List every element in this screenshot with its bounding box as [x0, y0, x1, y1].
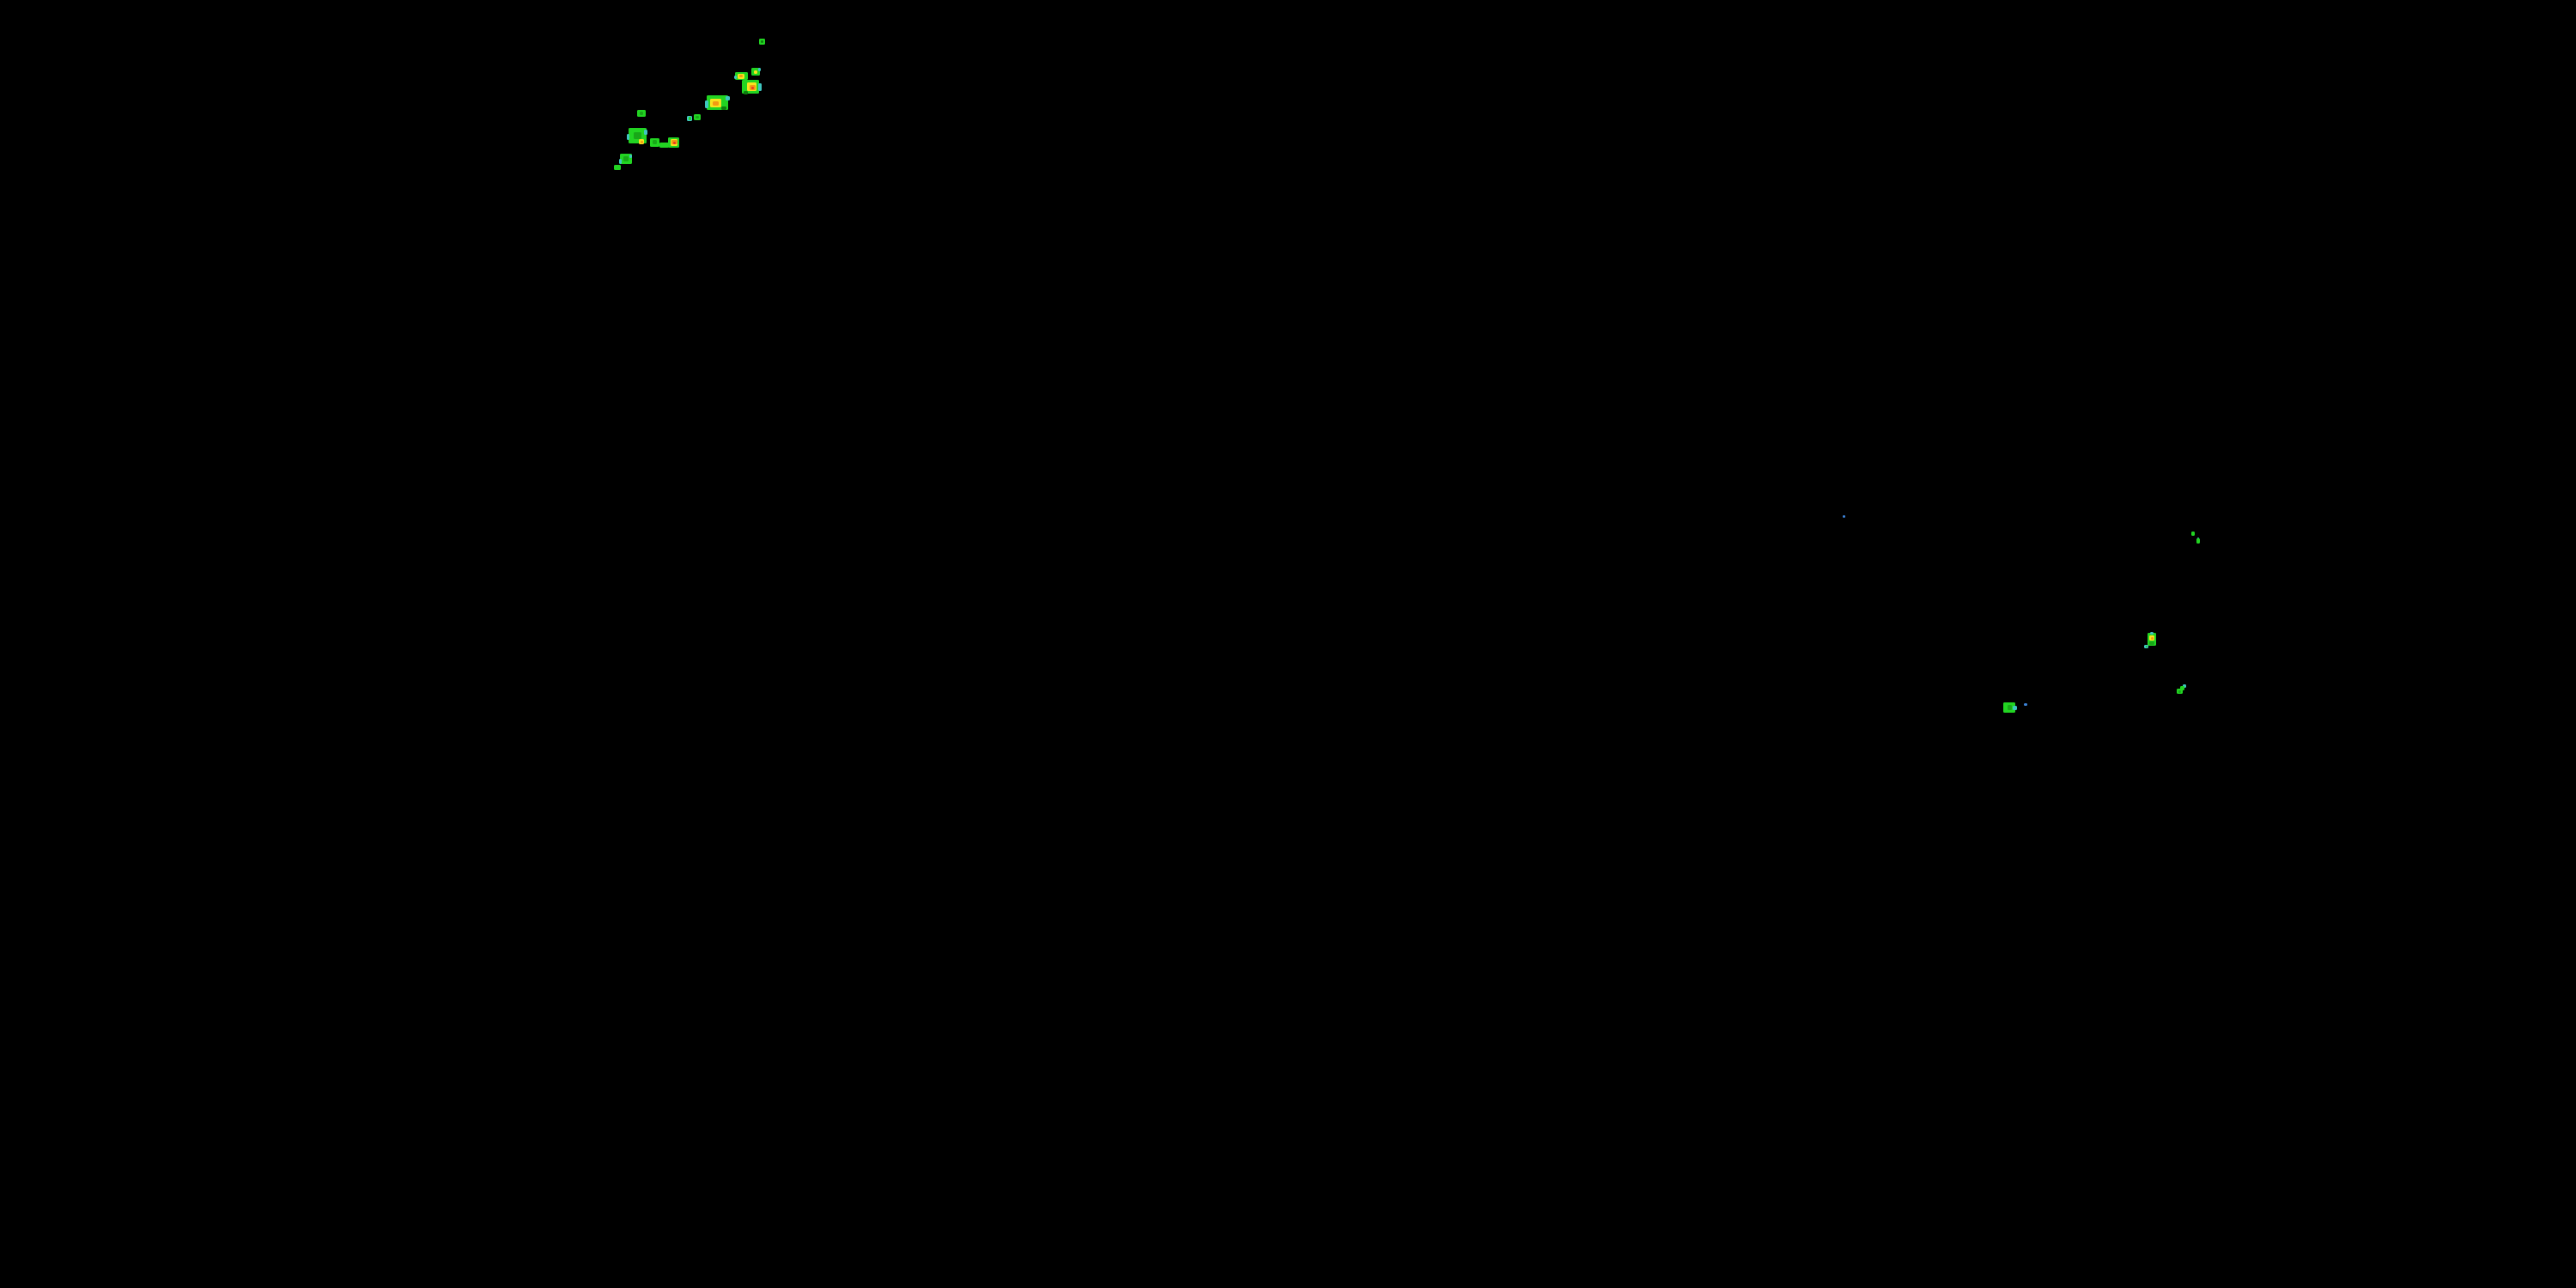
- radar-echo-pixel-c1: [1843, 515, 1845, 518]
- radar-echo-pixel-a13: [629, 155, 632, 158]
- radar-echo-pixel-a3: [754, 70, 757, 74]
- radar-echo-pixel-a2: [739, 75, 743, 77]
- radar-echo-pixel-a6: [689, 117, 691, 120]
- radar-echo-pixel-b4: [2146, 646, 2148, 647]
- radar-echo-pixel-b7: [2024, 703, 2027, 706]
- radar-echo-pixel-b3: [2151, 637, 2154, 640]
- radar-echo-pixel-a9: [627, 134, 629, 140]
- radar-echo-pixel-b5: [2180, 686, 2184, 690]
- radar-echo-pixel-a12: [673, 142, 676, 144]
- radar-echo-pixel-a7: [696, 116, 699, 118]
- radar-echo-pixel-a5: [721, 106, 726, 110]
- radar-echo-pixel-a2: [734, 76, 737, 79]
- radar-echo-pixel-b3: [2149, 641, 2154, 645]
- radar-echo-pixel-b5: [2178, 690, 2181, 693]
- radar-echo-pixel-b6: [2008, 705, 2012, 710]
- radar-echo-pixel-a13: [623, 156, 629, 161]
- radar-echo-pixel-a9: [641, 141, 643, 143]
- radar-echo-pixel-b1: [2191, 532, 2195, 536]
- radar-echo-pixel-a14: [614, 165, 621, 170]
- radar-echo-pixel-a13: [619, 159, 622, 164]
- radar-echo-pixel-a4: [744, 91, 748, 94]
- radar-echo-pixel-a8: [640, 112, 643, 115]
- radar-echo-pixel-a3: [758, 68, 761, 71]
- radar-echo-pixel-a4: [751, 87, 754, 89]
- radar-echo-pixel-b5: [2183, 684, 2186, 688]
- radar-echo-pixel-a9: [644, 130, 647, 135]
- radar-echo-pixel-a10: [653, 140, 657, 144]
- radar-echo-pixel-a4: [758, 83, 762, 91]
- radar-echo-pixel-b2: [2196, 538, 2200, 544]
- radar-echo-pixel-a11: [659, 143, 669, 148]
- radar-echo-pixel-b6: [2013, 706, 2017, 710]
- radar-echo-pixel-a1: [761, 40, 763, 43]
- radar-echo-pixel-a5: [713, 101, 719, 106]
- radar-echo-pixel-a9: [634, 132, 641, 139]
- radar-echo-pixel-a5: [705, 100, 708, 108]
- radar-echo-pixel-a5: [726, 96, 730, 100]
- radar-echo-pixel-b3: [2150, 632, 2154, 635]
